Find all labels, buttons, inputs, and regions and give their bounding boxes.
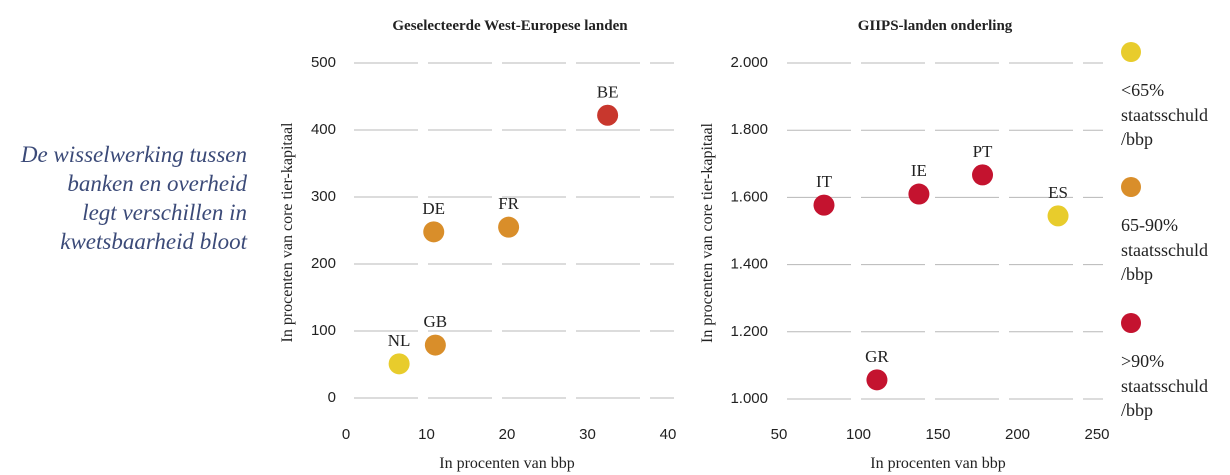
data-point bbox=[423, 221, 445, 243]
x-tick-label: 10 bbox=[418, 426, 435, 443]
y-tick-label: 1.000 bbox=[730, 390, 768, 407]
y-tick-label: 400 bbox=[311, 121, 336, 138]
caption: De wisselwerking tussen banken en overhei… bbox=[20, 140, 247, 256]
point-label: GR bbox=[865, 347, 889, 366]
x-tick-label: 200 bbox=[1005, 426, 1030, 443]
point-label: FR bbox=[498, 194, 519, 213]
y-tick-label: 1.800 bbox=[730, 121, 768, 138]
x-tick-label: 250 bbox=[1084, 426, 1109, 443]
point-label: PT bbox=[973, 142, 993, 161]
legend-marker bbox=[1121, 313, 1141, 333]
y-tick-label: 0 bbox=[328, 389, 336, 406]
point-label: ES bbox=[1048, 183, 1068, 202]
data-point bbox=[1047, 205, 1069, 227]
y-axis-label: In procenten van core tier-kapitaal bbox=[699, 122, 716, 343]
caption-line: legt verschillen in bbox=[82, 200, 247, 225]
legend-marker bbox=[1121, 42, 1141, 62]
data-point bbox=[498, 216, 520, 238]
data-point bbox=[813, 194, 835, 216]
data-point bbox=[597, 104, 619, 126]
legend-label: <65% staatsschuld /bbp bbox=[1121, 80, 1208, 149]
legend-marker bbox=[1121, 177, 1141, 197]
data-point bbox=[908, 183, 930, 205]
caption-line: kwetsbaarheid bloot bbox=[60, 229, 247, 254]
point-label: IE bbox=[911, 161, 927, 180]
x-tick-label: 40 bbox=[660, 426, 677, 443]
y-tick-label: 1.600 bbox=[730, 188, 768, 205]
data-point bbox=[424, 334, 446, 356]
y-tick-label: 100 bbox=[311, 322, 336, 339]
x-axis-label: In procenten van bbp bbox=[870, 455, 1006, 472]
data-point bbox=[388, 353, 410, 375]
y-tick-label: 1.200 bbox=[730, 323, 768, 340]
caption-line: De wisselwerking tussen bbox=[20, 142, 247, 167]
point-label: DE bbox=[422, 199, 445, 218]
x-tick-label: 150 bbox=[925, 426, 950, 443]
point-label: IT bbox=[816, 172, 833, 191]
point-label: GB bbox=[424, 312, 448, 331]
point-label: NL bbox=[388, 331, 411, 350]
x-axis-label: In procenten van bbp bbox=[439, 455, 575, 472]
chart-title: GIIPS-landen onderling bbox=[858, 18, 1013, 34]
caption-line: banken en overheid bbox=[67, 171, 247, 196]
x-tick-label: 100 bbox=[846, 426, 871, 443]
point-label: BE bbox=[597, 82, 619, 101]
data-point bbox=[972, 164, 994, 186]
x-tick-label: 50 bbox=[771, 426, 788, 443]
chart-title: Geselecteerde West-Europese landen bbox=[392, 18, 628, 34]
y-tick-label: 300 bbox=[311, 188, 336, 205]
y-tick-label: 200 bbox=[311, 255, 336, 272]
y-tick-label: 2.000 bbox=[730, 54, 768, 71]
data-point bbox=[866, 369, 888, 391]
y-tick-label: 1.400 bbox=[730, 256, 768, 273]
legend-label: >90% staatsschuld /bbp bbox=[1121, 351, 1208, 420]
legend-label: 65-90% staatsschuld /bbp bbox=[1121, 215, 1208, 284]
x-tick-label: 0 bbox=[342, 426, 350, 443]
x-tick-label: 20 bbox=[499, 426, 516, 443]
y-tick-label: 500 bbox=[311, 54, 336, 71]
y-axis-label: In procenten van core tier-kapitaal bbox=[279, 122, 296, 343]
x-tick-label: 30 bbox=[579, 426, 596, 443]
